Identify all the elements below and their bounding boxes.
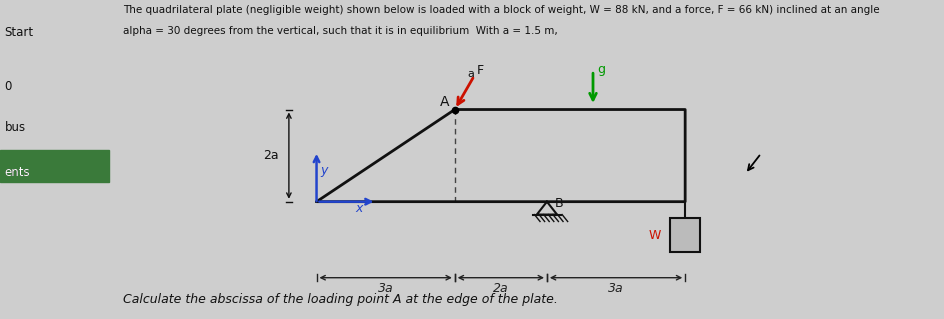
Text: alpha = 30 degrees from the vertical, such that it is in equilibrium  With a = 1: alpha = 30 degrees from the vertical, su… [123,26,557,35]
Text: bus: bus [5,121,25,134]
Text: F: F [476,64,483,77]
Text: 0: 0 [5,80,12,93]
Text: W: W [648,229,660,241]
Text: A: A [440,95,449,109]
Text: g: g [597,63,605,76]
Text: y: y [320,164,328,177]
Text: x: x [355,202,362,215]
Text: 2a: 2a [493,282,508,294]
Text: 2a: 2a [263,149,278,162]
Text: Start: Start [5,26,34,39]
Text: ents: ents [5,166,30,179]
Text: The quadrilateral plate (negligible weight) shown below is loaded with a block o: The quadrilateral plate (negligible weig… [123,5,879,15]
Bar [669,218,700,252]
Text: Calculate the abscissa of the loading point A at the edge of the plate.: Calculate the abscissa of the loading po… [123,293,557,306]
Text: 3a: 3a [378,282,393,294]
Text: a: a [467,69,474,79]
Text: 3a: 3a [608,282,623,294]
Text: ents: ents [5,166,30,179]
Text: B: B [555,197,564,210]
